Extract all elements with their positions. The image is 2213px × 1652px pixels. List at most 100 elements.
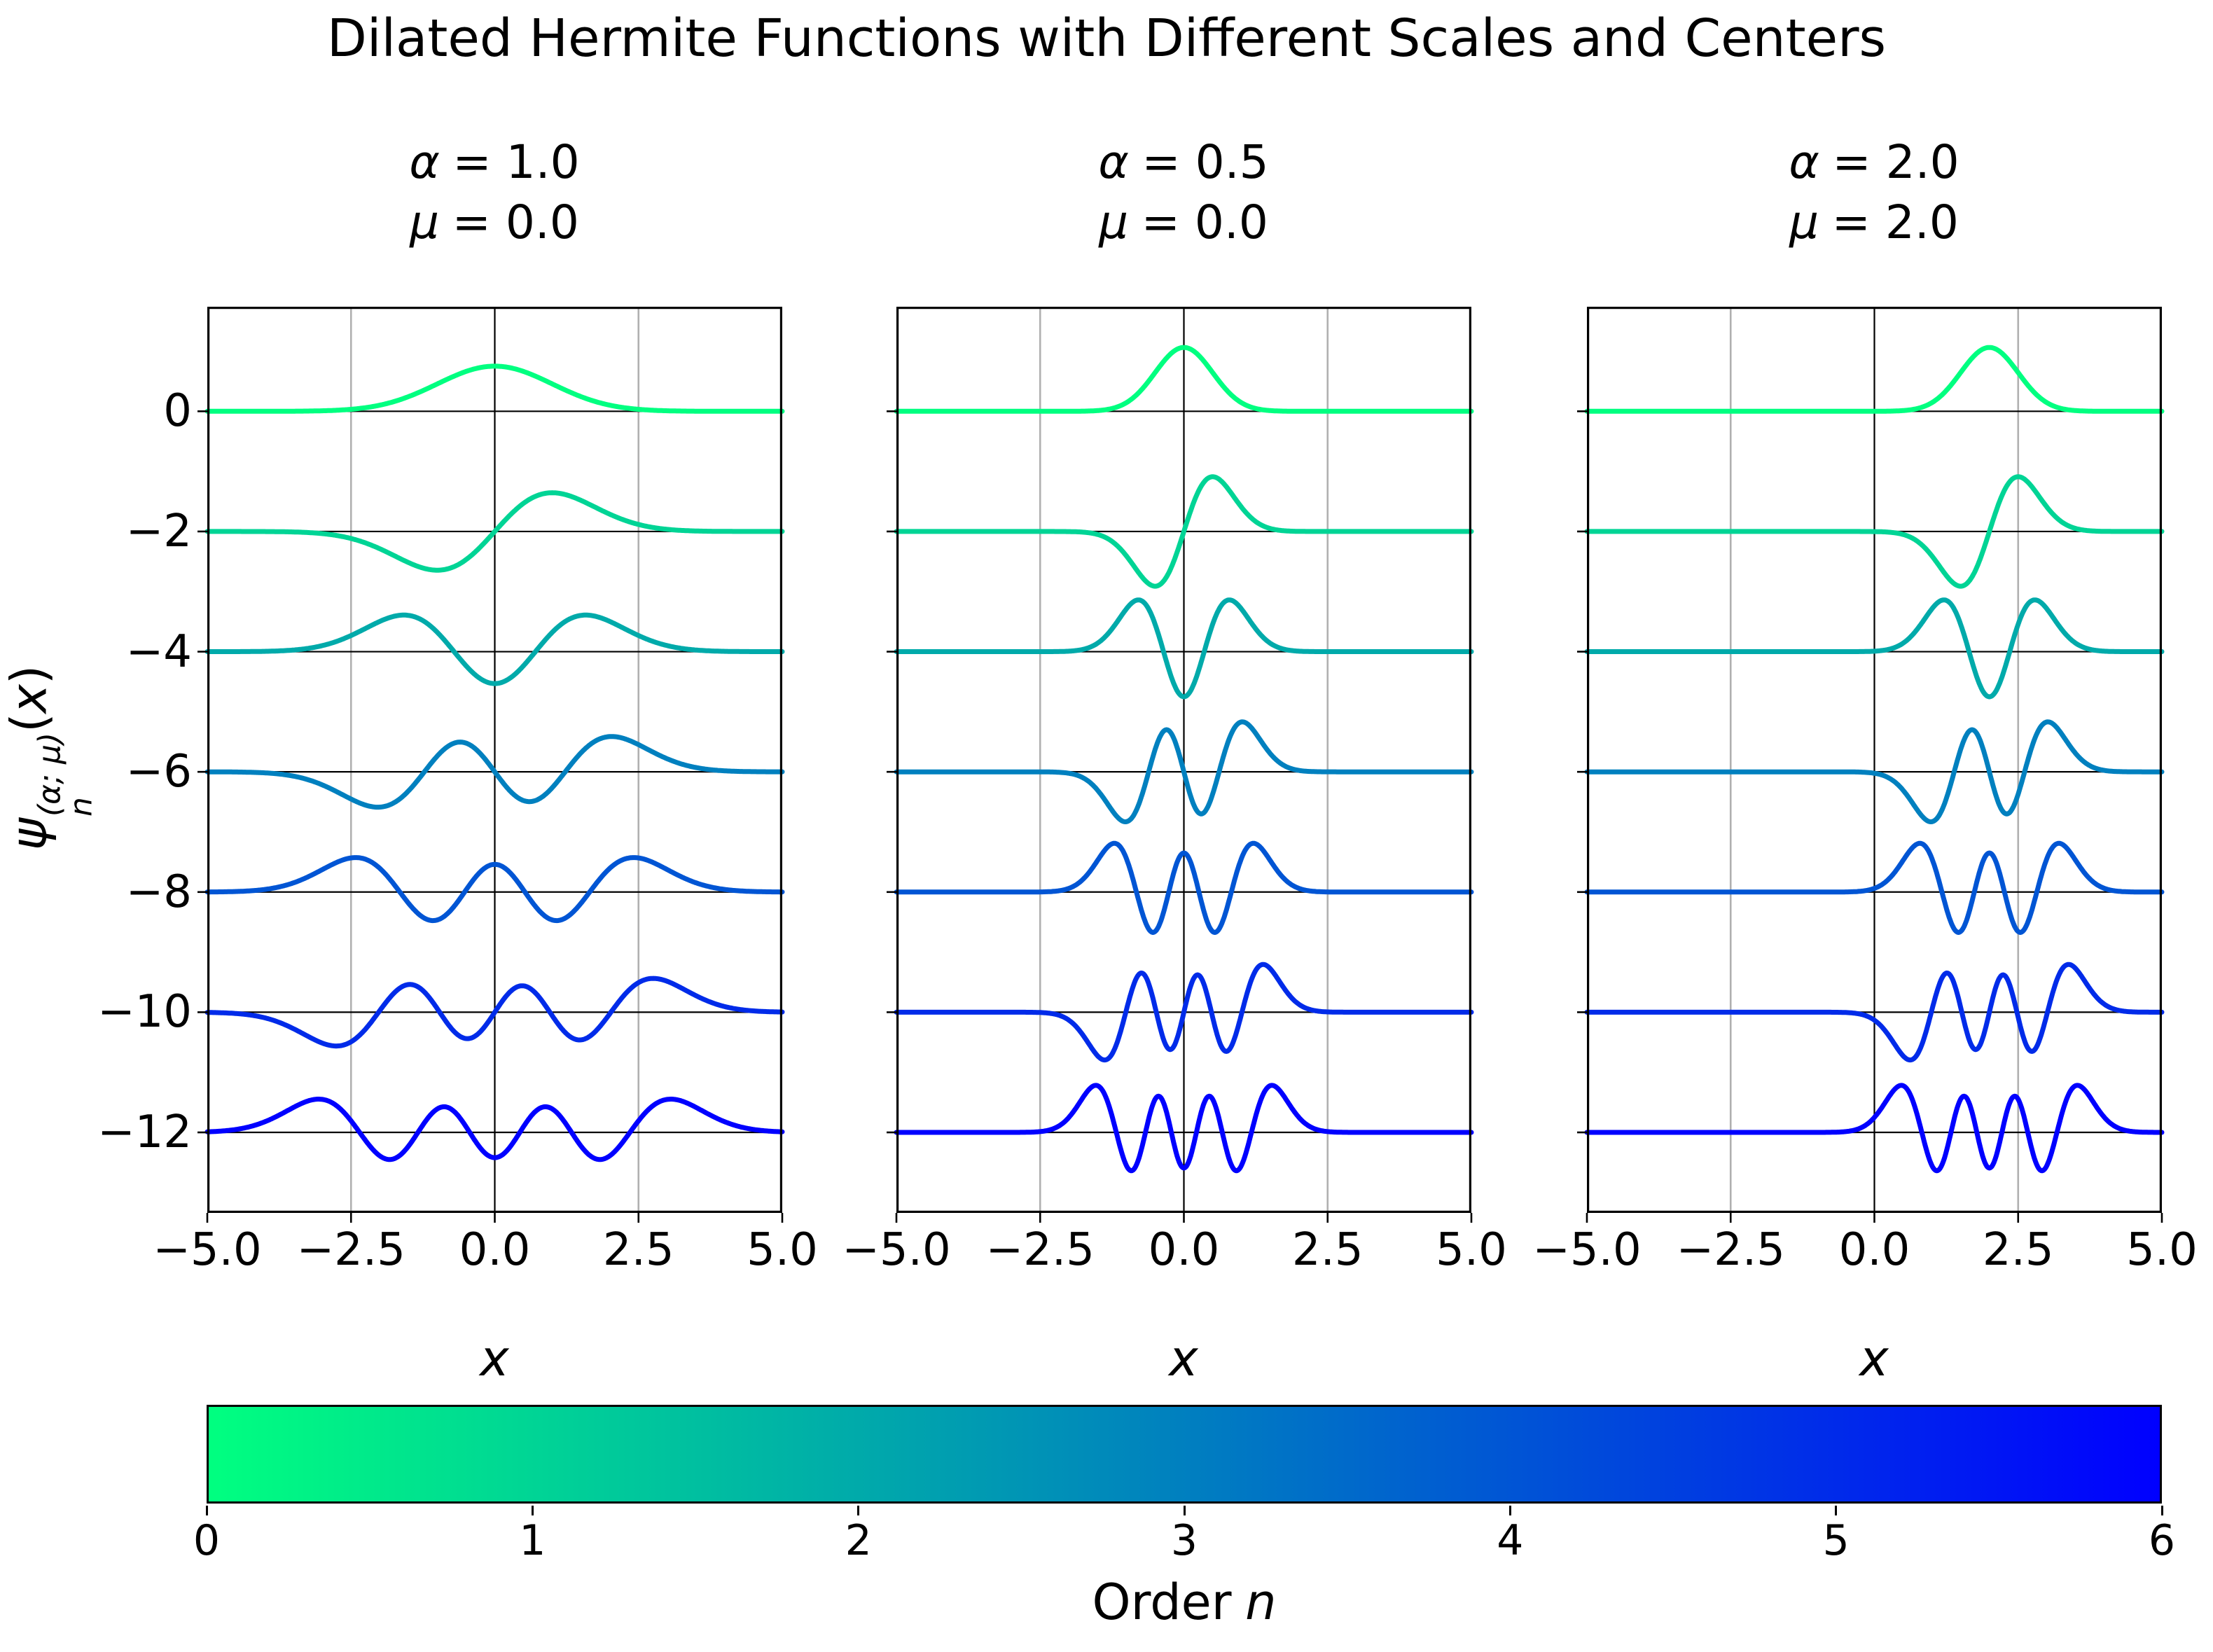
x-tick-label: 2.5 bbox=[1982, 1224, 2054, 1276]
mu-value: = 0.0 bbox=[1141, 195, 1268, 249]
psi-symbol: ψ bbox=[0, 818, 58, 851]
curve-order-6 bbox=[1584, 1083, 2165, 1174]
x-tick-label: −2.5 bbox=[296, 1224, 405, 1276]
curve-order-2 bbox=[204, 612, 785, 686]
x-tick-label: 5.0 bbox=[2126, 1224, 2198, 1276]
y-tick-label: −12 bbox=[97, 1106, 192, 1159]
panel-3-svg bbox=[1577, 307, 2165, 1223]
panel-1-title-mu: μ = 0.0 bbox=[284, 193, 705, 253]
curve-order-5 bbox=[1584, 962, 2165, 1063]
curve-order-0 bbox=[894, 345, 1474, 414]
x-symbol: x bbox=[0, 684, 58, 714]
curve-order-3 bbox=[204, 734, 785, 810]
x-tick-label: 5.0 bbox=[747, 1224, 818, 1276]
y-tick-label: −8 bbox=[125, 866, 192, 918]
panel-1-xlabel: x bbox=[480, 1330, 509, 1387]
curve-order-4 bbox=[1584, 840, 2165, 935]
colorbar-tick-label: 3 bbox=[1170, 1516, 1198, 1565]
curve-order-5 bbox=[204, 976, 785, 1049]
axes-frame bbox=[1587, 307, 2162, 1214]
x-tick-label: −2.5 bbox=[985, 1224, 1095, 1276]
x-tick-label: 5.0 bbox=[1436, 1224, 1507, 1276]
axes-frame bbox=[896, 307, 1471, 1214]
curve-order-5 bbox=[894, 962, 1474, 1063]
colorbar-tick-mark bbox=[1183, 1506, 1186, 1515]
panel-1-plot bbox=[197, 307, 785, 1223]
curve-order-1 bbox=[1584, 474, 2165, 589]
colorbar-tick-mark bbox=[531, 1506, 534, 1515]
axes-frame bbox=[207, 307, 782, 1214]
colorbar-tick-label: 0 bbox=[193, 1516, 221, 1565]
curve-order-2 bbox=[894, 597, 1474, 700]
colorbar-label: Order n bbox=[207, 1574, 2162, 1630]
colorbar-tick-label: 5 bbox=[1822, 1516, 1850, 1565]
ylabel-superscript: (α; μ) bbox=[32, 732, 68, 817]
curve-order-4 bbox=[894, 840, 1474, 935]
panel-3-title-alpha: α = 2.0 bbox=[1664, 132, 2084, 193]
curve-order-4 bbox=[204, 855, 785, 924]
mu-symbol: μ bbox=[410, 195, 440, 249]
colorbar-tick-label: 4 bbox=[1497, 1516, 1524, 1565]
x-tick-label: −5.0 bbox=[842, 1224, 951, 1276]
y-tick-label: −10 bbox=[97, 986, 192, 1039]
y-tick-label: −4 bbox=[125, 625, 192, 678]
panel-2-svg bbox=[887, 307, 1474, 1223]
y-tick-label: 0 bbox=[163, 385, 192, 438]
x-tick-label: −5.0 bbox=[1532, 1224, 1642, 1276]
alpha-value: = 2.0 bbox=[1832, 135, 1959, 189]
mu-symbol: μ bbox=[1099, 195, 1129, 249]
panel-3-title-mu: μ = 2.0 bbox=[1664, 193, 2084, 253]
colorbar bbox=[207, 1405, 2162, 1504]
x-tick-label: 2.5 bbox=[1291, 1224, 1364, 1276]
curve-order-3 bbox=[894, 719, 1474, 824]
x-tick-label: 0.0 bbox=[1838, 1224, 1910, 1276]
x-tick-label: 0.0 bbox=[459, 1224, 531, 1276]
colorbar-tick-mark bbox=[857, 1506, 860, 1515]
colorbar-tick-mark bbox=[205, 1506, 208, 1515]
alpha-symbol: α bbox=[1789, 135, 1819, 189]
panel-1-title-alpha: α = 1.0 bbox=[284, 132, 705, 193]
curve-order-1 bbox=[894, 474, 1474, 589]
n-symbol: n bbox=[1245, 1574, 1277, 1631]
panel-2-plot bbox=[887, 307, 1474, 1223]
curve-order-2 bbox=[1584, 597, 2165, 700]
colorbar-tick-mark bbox=[1835, 1506, 1838, 1515]
panel-3-plot bbox=[1577, 307, 2165, 1223]
mu-symbol: μ bbox=[1789, 195, 1819, 249]
alpha-symbol: α bbox=[409, 135, 440, 189]
mu-value: = 0.0 bbox=[452, 195, 579, 249]
paren-open: ( bbox=[0, 713, 58, 733]
panel-3-xlabel: x bbox=[1859, 1330, 1889, 1387]
curve-order-6 bbox=[894, 1083, 1474, 1174]
colorbar-tick-label: 2 bbox=[845, 1516, 872, 1565]
colorbar-label-text: Order bbox=[1092, 1574, 1232, 1631]
ylabel-subscript: n bbox=[63, 797, 99, 817]
curve-order-0 bbox=[1584, 345, 2165, 414]
curve-order-1 bbox=[204, 490, 785, 573]
figure-title: Dilated Hermite Functions with Different… bbox=[326, 8, 1887, 69]
y-tick-label: −6 bbox=[125, 746, 192, 798]
y-tick-label: −2 bbox=[125, 505, 192, 557]
alpha-symbol: α bbox=[1098, 135, 1129, 189]
colorbar-tick-label: 6 bbox=[2148, 1516, 2176, 1565]
curve-order-6 bbox=[204, 1097, 785, 1162]
curve-order-0 bbox=[204, 363, 785, 414]
x-tick-label: −5.0 bbox=[153, 1224, 262, 1276]
panel-1-svg bbox=[197, 307, 785, 1223]
x-tick-label: 0.0 bbox=[1148, 1224, 1220, 1276]
alpha-value: = 0.5 bbox=[1142, 135, 1269, 189]
colorbar-tick-mark bbox=[1508, 1506, 1511, 1515]
x-tick-label: −2.5 bbox=[1676, 1224, 1785, 1276]
ylabel: ψ (α; μ) n (x) bbox=[1, 665, 99, 850]
colorbar-tick-label: 1 bbox=[519, 1516, 546, 1565]
mu-value: = 2.0 bbox=[1831, 195, 1959, 249]
curve-order-3 bbox=[1584, 719, 2165, 824]
paren-close: ) bbox=[0, 665, 58, 685]
alpha-value: = 1.0 bbox=[452, 135, 580, 189]
panel-2-title-alpha: α = 0.5 bbox=[973, 132, 1394, 193]
panel-2-title-mu: μ = 0.0 bbox=[973, 193, 1394, 253]
x-tick-label: 2.5 bbox=[602, 1224, 674, 1276]
colorbar-tick-mark bbox=[2160, 1506, 2163, 1515]
panel-2-xlabel: x bbox=[1169, 1330, 1198, 1387]
